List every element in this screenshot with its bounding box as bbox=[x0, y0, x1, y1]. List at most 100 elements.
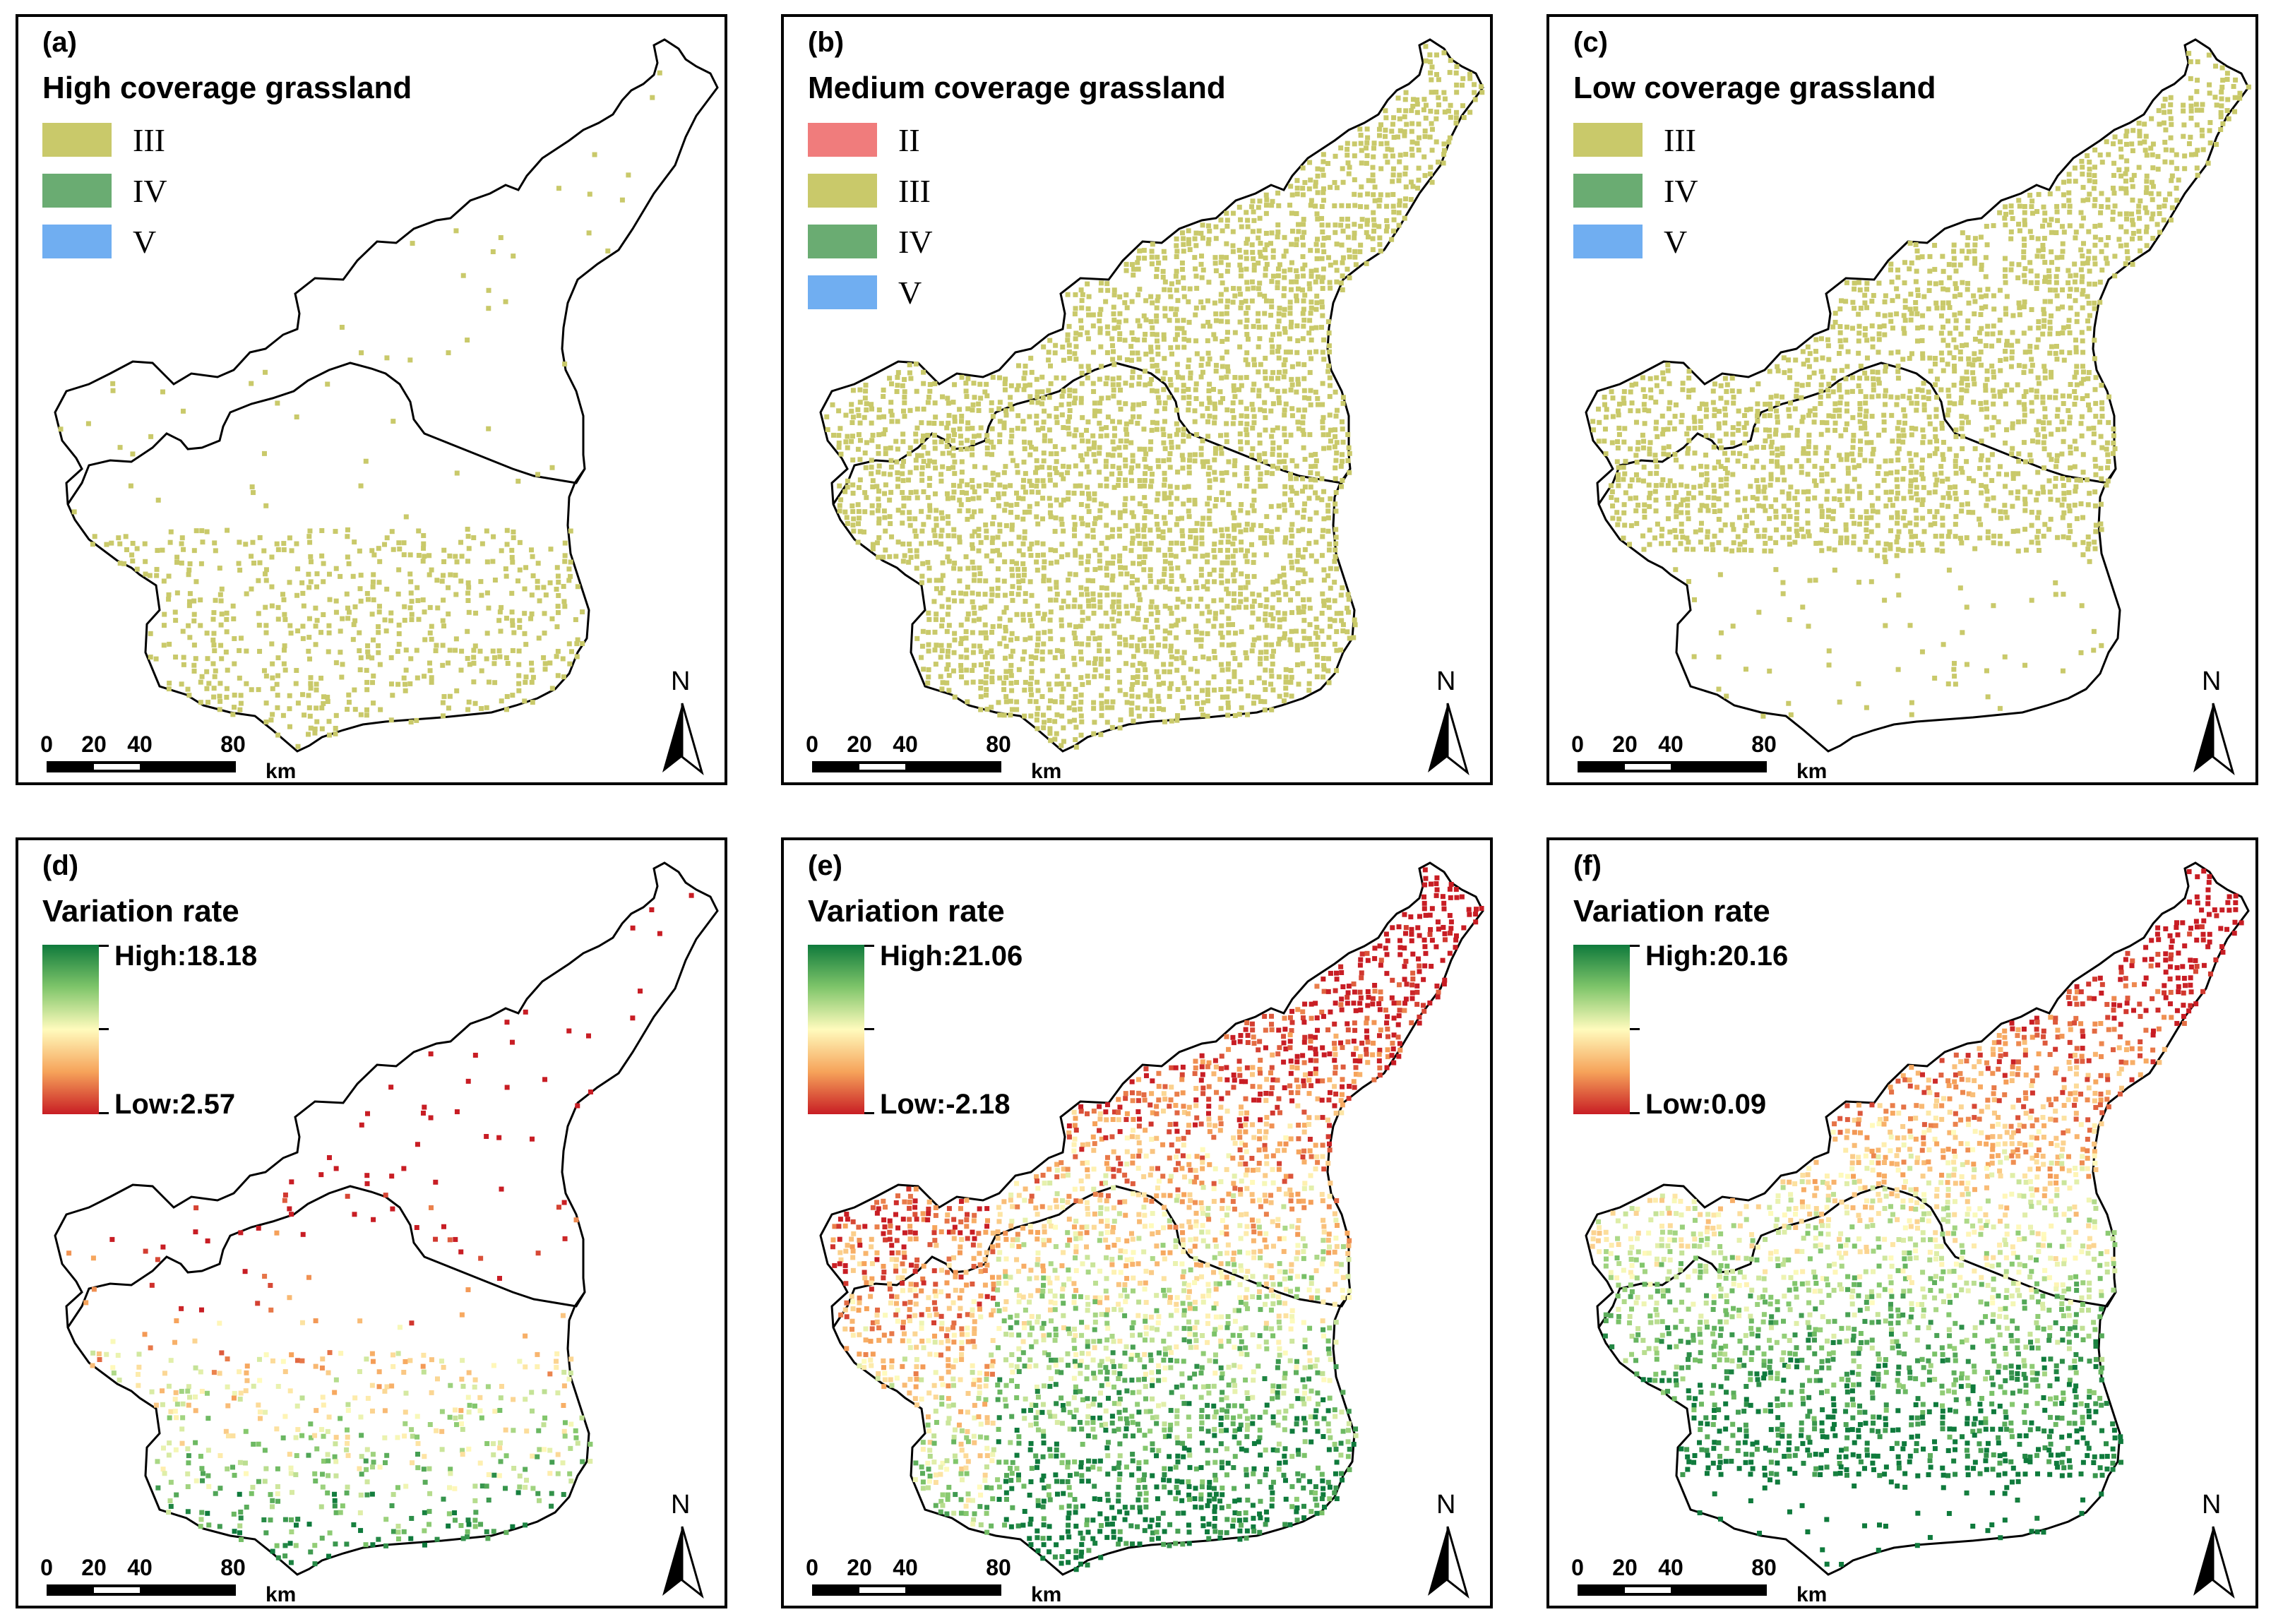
grassland-pixel bbox=[1123, 438, 1129, 444]
grassland-pixel bbox=[1048, 514, 1054, 520]
grassland-pixel bbox=[1027, 681, 1033, 687]
grassland-pixel bbox=[1199, 356, 1205, 362]
grassland-pixel bbox=[299, 580, 305, 585]
grassland-pixel bbox=[2041, 434, 2047, 439]
grassland-pixel bbox=[1289, 210, 1294, 216]
grassland-pixel bbox=[1022, 446, 1027, 452]
grassland-pixel bbox=[1236, 204, 1242, 210]
grassland-pixel bbox=[326, 732, 332, 738]
grassland-pixel bbox=[982, 622, 988, 628]
grassland-pixel bbox=[1864, 280, 1870, 286]
grassland-pixel bbox=[274, 681, 280, 687]
scale-tick-label: 80 bbox=[220, 732, 246, 757]
grassland-pixel bbox=[996, 406, 1002, 412]
grassland-pixel bbox=[895, 539, 901, 545]
grassland-pixel bbox=[1169, 623, 1174, 629]
grassland-pixel bbox=[1321, 186, 1326, 191]
grassland-pixel bbox=[1263, 203, 1269, 208]
panel-c: (c) Low coverage grassland III IV V 0 20… bbox=[1546, 14, 2258, 785]
grassland-pixel bbox=[920, 628, 926, 634]
grassland-pixel bbox=[1951, 249, 1957, 254]
grassland-pixel bbox=[1372, 198, 1378, 203]
grassland-pixel bbox=[1116, 382, 1121, 388]
grassland-pixel bbox=[1091, 389, 1097, 395]
grassland-pixel bbox=[1078, 483, 1083, 489]
grassland-pixel bbox=[1308, 388, 1313, 393]
grassland-pixel bbox=[1256, 635, 1262, 641]
grassland-pixel bbox=[1167, 287, 1173, 293]
grassland-pixel bbox=[1287, 305, 1293, 311]
grassland-pixel bbox=[1104, 592, 1110, 598]
grassland-pixel bbox=[1175, 374, 1181, 380]
grassland-pixel bbox=[1181, 388, 1186, 394]
grassland-pixel bbox=[1141, 534, 1147, 539]
grassland-pixel bbox=[1756, 381, 1761, 387]
grassland-pixel bbox=[1722, 420, 1728, 426]
grassland-pixel bbox=[378, 707, 383, 712]
grassland-pixel bbox=[970, 426, 975, 431]
grassland-pixel bbox=[1333, 434, 1338, 439]
grassland-pixel bbox=[1168, 501, 1174, 507]
grassland-pixel bbox=[1275, 578, 1280, 584]
grassland-pixel bbox=[1027, 440, 1033, 446]
grassland-pixel bbox=[2072, 389, 2078, 395]
grassland-pixel bbox=[1249, 604, 1255, 609]
grassland-pixel bbox=[1289, 628, 1294, 634]
grassland-pixel bbox=[1692, 450, 1698, 456]
grassland-pixel bbox=[1046, 357, 1051, 363]
grassland-pixel bbox=[1283, 350, 1289, 355]
grassland-pixel bbox=[971, 381, 977, 386]
grassland-pixel bbox=[2162, 197, 2168, 203]
grassland-pixel bbox=[1970, 362, 1976, 368]
grassland-pixel bbox=[1767, 434, 1772, 439]
grassland-pixel bbox=[1308, 203, 1313, 208]
grassland-pixel bbox=[946, 533, 951, 539]
legend-swatch bbox=[42, 123, 112, 157]
grassland-pixel bbox=[1294, 268, 1299, 273]
grassland-pixel bbox=[294, 592, 300, 598]
grassland-pixel bbox=[1251, 357, 1257, 362]
grassland-pixel bbox=[1282, 234, 1287, 240]
grassland-pixel bbox=[1097, 408, 1102, 414]
grassland-pixel bbox=[1194, 520, 1200, 526]
grassland-pixel bbox=[1647, 446, 1652, 452]
grassland-pixel bbox=[1775, 364, 1780, 369]
grassland-pixel bbox=[1245, 237, 1251, 242]
grassland-pixel bbox=[1704, 407, 1710, 412]
grassland-pixel bbox=[1039, 374, 1045, 380]
grassland-pixel bbox=[1092, 521, 1097, 527]
grassland-pixel bbox=[1061, 739, 1066, 744]
grassland-pixel bbox=[1888, 458, 1894, 464]
grassland-pixel bbox=[1200, 305, 1206, 311]
grassland-pixel bbox=[972, 489, 977, 495]
grassland-pixel bbox=[1237, 344, 1243, 350]
grassland-pixel bbox=[2049, 431, 2054, 437]
grassland-pixel bbox=[1243, 585, 1248, 590]
grassland-pixel bbox=[1414, 101, 1420, 107]
grassland-pixel bbox=[1321, 642, 1326, 647]
grassland-pixel bbox=[1205, 419, 1211, 424]
grassland-pixel bbox=[1175, 470, 1181, 475]
grassland-pixel bbox=[921, 522, 926, 527]
grassland-pixel bbox=[1263, 355, 1268, 361]
grassland-pixel bbox=[358, 598, 364, 604]
grassland-pixel bbox=[191, 598, 197, 604]
grassland-pixel bbox=[1117, 453, 1123, 458]
grassland-pixel bbox=[232, 635, 237, 641]
grassland-pixel bbox=[1307, 318, 1313, 323]
grassland-pixel bbox=[1085, 592, 1090, 597]
grassland-pixel bbox=[1441, 148, 1447, 153]
grassland-pixel bbox=[1110, 510, 1116, 515]
grassland-pixel bbox=[1230, 400, 1236, 406]
grassland-pixel bbox=[186, 623, 191, 628]
grassland-pixel bbox=[1926, 395, 1931, 401]
grassland-pixel bbox=[1205, 692, 1210, 698]
grassland-pixel bbox=[1467, 109, 1473, 115]
grassland-pixel bbox=[1110, 527, 1116, 532]
grassland-pixel bbox=[1231, 560, 1236, 566]
grassland-pixel bbox=[1079, 491, 1085, 496]
grassland-pixel bbox=[1001, 687, 1007, 693]
grassland-pixel bbox=[983, 522, 989, 527]
grassland-pixel bbox=[1224, 421, 1229, 426]
grassland-pixel bbox=[1991, 323, 1996, 329]
